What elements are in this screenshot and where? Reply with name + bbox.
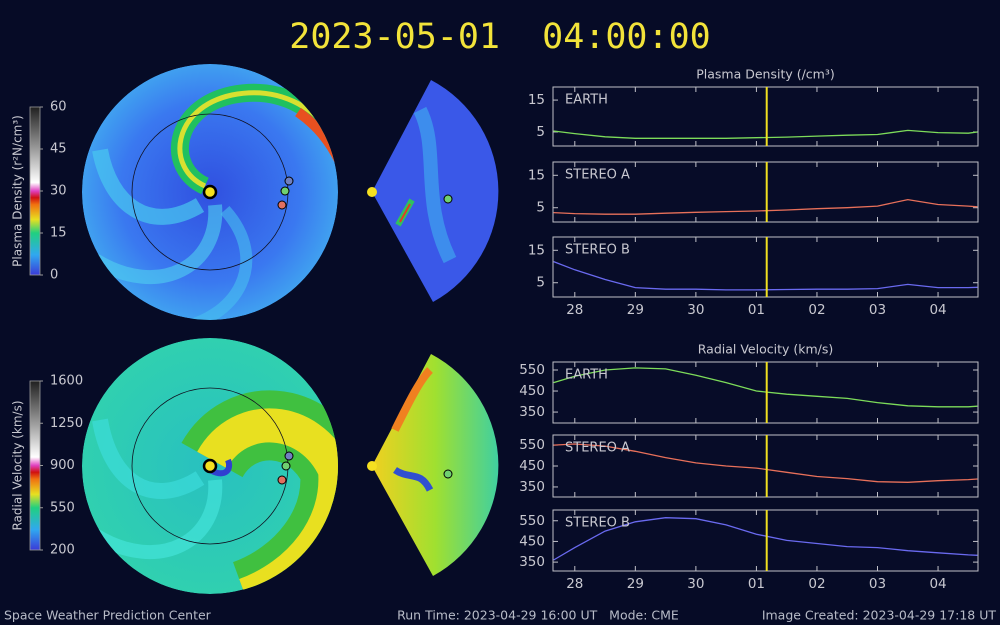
earth-dot [443, 194, 453, 204]
series-line [553, 367, 978, 408]
colorbar-tick-label: 1250 [50, 416, 83, 431]
colorbar-tick-label: 15 [50, 226, 67, 241]
footer-center: Run Time: 2023-04-29 16:00 UT Mode: CME [397, 608, 679, 623]
colorbar-label: Radial Velocity (km/s) [11, 400, 25, 530]
sun [367, 461, 377, 471]
panel-frame [552, 361, 979, 424]
x-tick-label: 30 [687, 576, 704, 592]
y-tick-label: 350 [519, 404, 545, 420]
y-tick-label: 15 [528, 92, 545, 108]
sun [202, 458, 218, 474]
y-tick-label: 550 [519, 513, 545, 529]
x-tick-label: 29 [627, 302, 644, 318]
y-tick-label: 550 [519, 437, 545, 453]
y-tick-label: 5 [536, 124, 545, 140]
x-tick-label: 04 [929, 576, 946, 592]
earth-dot [281, 461, 291, 471]
series-line [553, 129, 978, 139]
wedge-feature [393, 466, 434, 492]
panel-frame [552, 161, 979, 223]
x-tick-label: 28 [566, 576, 583, 592]
series-name: STEREO A [565, 441, 630, 456]
y-tick-label: 15 [528, 167, 545, 183]
footer-right: Image Created: 2023-04-29 17:18 UT [762, 608, 997, 623]
stereo-b-dot [284, 451, 294, 461]
x-tick-label: 03 [869, 302, 886, 318]
colorbar-tick-label: 60 [50, 100, 67, 115]
colorbar-tick-label: 900 [50, 458, 75, 473]
colorbar [29, 380, 41, 551]
earth-dot [280, 186, 290, 196]
wedge-feature [391, 367, 433, 432]
series-line [553, 443, 978, 483]
series-name: STEREO B [565, 516, 630, 531]
y-tick-label: 450 [519, 458, 545, 474]
sun [367, 187, 377, 197]
y-tick-label: 450 [519, 533, 545, 549]
panel-frame [552, 236, 979, 298]
series-name: STEREO A [565, 168, 630, 183]
x-tick-label: 02 [808, 302, 825, 318]
stereo-a-dot [277, 475, 287, 485]
series-line [553, 198, 978, 215]
colorbar-tick-label: 45 [50, 142, 67, 157]
x-tick-label: 29 [627, 576, 644, 592]
footer-left: Space Weather Prediction Center [4, 608, 212, 623]
series-name: EARTH [565, 368, 608, 383]
sun [202, 184, 218, 200]
colorbar-tick-label: 550 [50, 500, 75, 515]
colorbar-tick-label: 1600 [50, 374, 83, 389]
series-name: EARTH [565, 93, 608, 108]
stereo-b-dot [284, 176, 294, 186]
x-tick-label: 01 [748, 302, 765, 318]
panel-frame [552, 86, 979, 147]
panel-frame [552, 434, 979, 498]
x-tick-label: 28 [566, 302, 583, 318]
y-tick-label: 550 [519, 362, 545, 378]
colorbar-label: Plasma Density (r²N/cm³) [11, 115, 25, 267]
colorbar [29, 106, 41, 276]
title: 2023-05-01 04:00:00 [289, 17, 710, 57]
colorbar-tick-label: 0 [50, 268, 58, 283]
colorbar-tick-label: 30 [50, 184, 67, 199]
x-tick-label: 02 [808, 576, 825, 592]
x-tick-label: 04 [929, 302, 946, 318]
wedge-feature [413, 106, 457, 264]
y-tick-label: 5 [536, 200, 545, 216]
y-tick-label: 5 [536, 275, 545, 291]
series-name: STEREO B [565, 243, 630, 258]
panel-frame [552, 509, 979, 572]
x-tick-label: 30 [687, 302, 704, 318]
y-tick-label: 350 [519, 479, 545, 495]
velocity-wedge [372, 354, 499, 576]
x-tick-label: 01 [748, 576, 765, 592]
chart-title: Radial Velocity (km/s) [698, 342, 834, 357]
chart-title: Plasma Density (/cm³) [696, 67, 835, 82]
wedge-feature [399, 203, 411, 223]
series-line [553, 517, 978, 561]
colorbar-tick-label: 200 [50, 543, 75, 558]
earth-dot [443, 469, 453, 479]
series-line [553, 260, 978, 291]
stereo-a-dot [277, 200, 287, 210]
y-tick-label: 350 [519, 554, 545, 570]
x-tick-label: 03 [869, 576, 886, 592]
y-tick-label: 15 [528, 242, 545, 258]
y-tick-label: 450 [519, 383, 545, 399]
